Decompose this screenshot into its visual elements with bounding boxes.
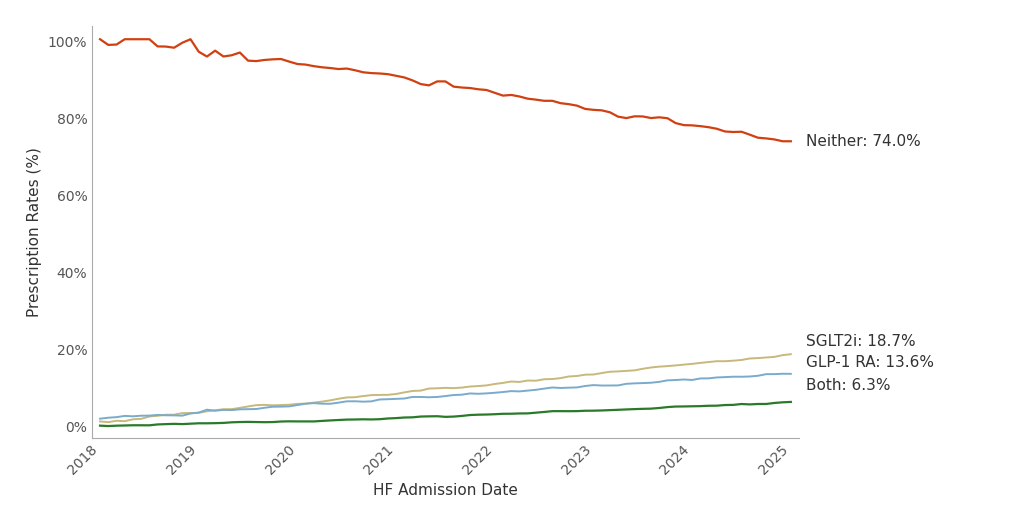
Y-axis label: Prescription Rates (%): Prescription Rates (%) xyxy=(28,147,42,317)
Text: SGLT2i: 18.7%: SGLT2i: 18.7% xyxy=(806,334,915,349)
Text: Neither: 74.0%: Neither: 74.0% xyxy=(806,134,921,149)
Text: GLP-1 RA: 13.6%: GLP-1 RA: 13.6% xyxy=(806,355,934,370)
Text: Both: 6.3%: Both: 6.3% xyxy=(806,379,890,393)
X-axis label: HF Admission Date: HF Admission Date xyxy=(373,483,518,498)
